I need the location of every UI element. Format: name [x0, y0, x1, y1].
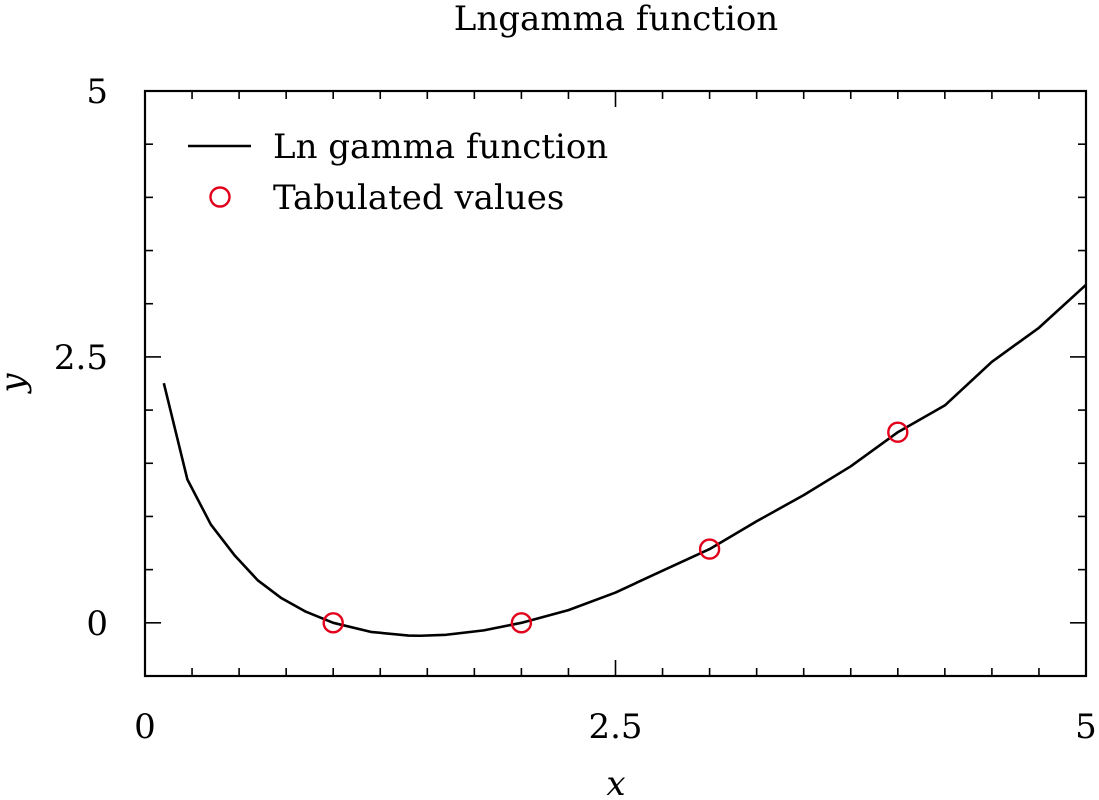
tick-labels: 0 2.5 5 0 2.5 5	[54, 72, 1097, 747]
y-tick-label: 5	[86, 72, 108, 112]
x-tick-label: 0	[134, 707, 156, 747]
tabulated-point	[322, 612, 344, 634]
y-tick-label: 0	[86, 604, 108, 644]
legend-label-line: Ln gamma function	[273, 127, 608, 167]
legend-label-marker: Tabulated values	[273, 178, 564, 218]
axis-ticks	[144, 90, 1087, 677]
tabulated-point	[510, 612, 533, 634]
legend-marker-swatch	[209, 186, 231, 208]
series-line-lngamma	[162, 283, 1087, 638]
legend: Ln gamma function Tabulated values	[188, 127, 608, 218]
y-axis-label: y	[0, 373, 33, 395]
x-tick-label: 2.5	[588, 707, 642, 747]
series-layer	[162, 283, 1087, 638]
chart-title: Lngamma function	[454, 0, 778, 39]
tabulated-point	[887, 421, 909, 443]
tabulated-point	[698, 538, 721, 560]
x-tick-label: 5	[1075, 707, 1097, 747]
y-tick-label: 2.5	[54, 338, 108, 378]
x-axis-label: x	[606, 764, 625, 800]
